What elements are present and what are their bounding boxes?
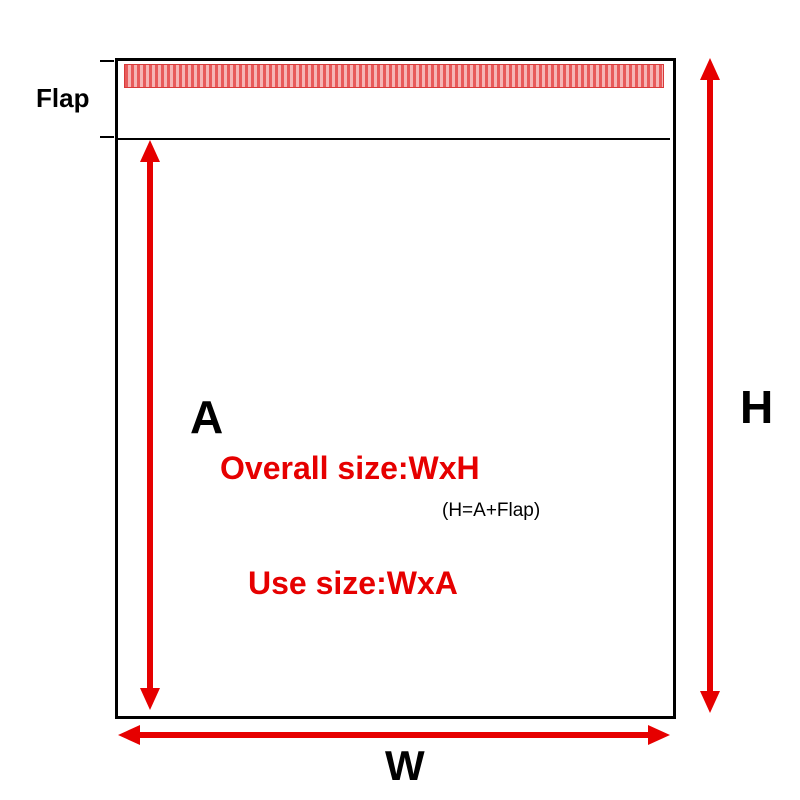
label-overall-size: Overall size:WxH — [220, 450, 480, 487]
arrow-w-line — [138, 732, 650, 738]
flap-bracket-top — [100, 60, 114, 62]
label-use-size: Use size:WxA — [248, 565, 458, 602]
label-a: A — [190, 390, 223, 444]
arrow-h-head-up — [700, 58, 720, 80]
arrow-w-head-left — [118, 725, 140, 745]
arrow-a-head-down — [140, 688, 160, 710]
arrow-h-head-down — [700, 691, 720, 713]
label-h: H — [740, 380, 773, 434]
diagram-canvas: Flap A H W Overall size:WxH (H=A+Flap) U… — [0, 0, 800, 800]
arrow-a-line — [147, 160, 153, 690]
bag-outline — [115, 58, 676, 719]
flap-bracket-bottom — [100, 136, 114, 138]
arrow-a-head-up — [140, 140, 160, 162]
arrow-h-line — [707, 78, 713, 693]
adhesive-strip — [124, 64, 664, 88]
label-formula: (H=A+Flap) — [442, 500, 540, 522]
label-w: W — [385, 742, 425, 790]
label-flap: Flap — [36, 83, 89, 114]
arrow-w-head-right — [648, 725, 670, 745]
flap-separator-line — [115, 138, 670, 140]
